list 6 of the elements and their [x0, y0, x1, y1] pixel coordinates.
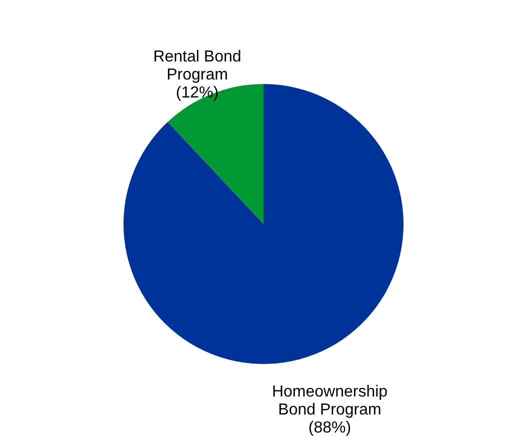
- data-label: (88%): [308, 419, 352, 436]
- pie-slice: [168, 84, 264, 224]
- pie-slice: [124, 84, 404, 364]
- slice-label: Rental Bond Program: [153, 48, 242, 84]
- data-label: (12%): [176, 84, 219, 102]
- slice-label: Homeownership Bond Program: [272, 383, 388, 418]
